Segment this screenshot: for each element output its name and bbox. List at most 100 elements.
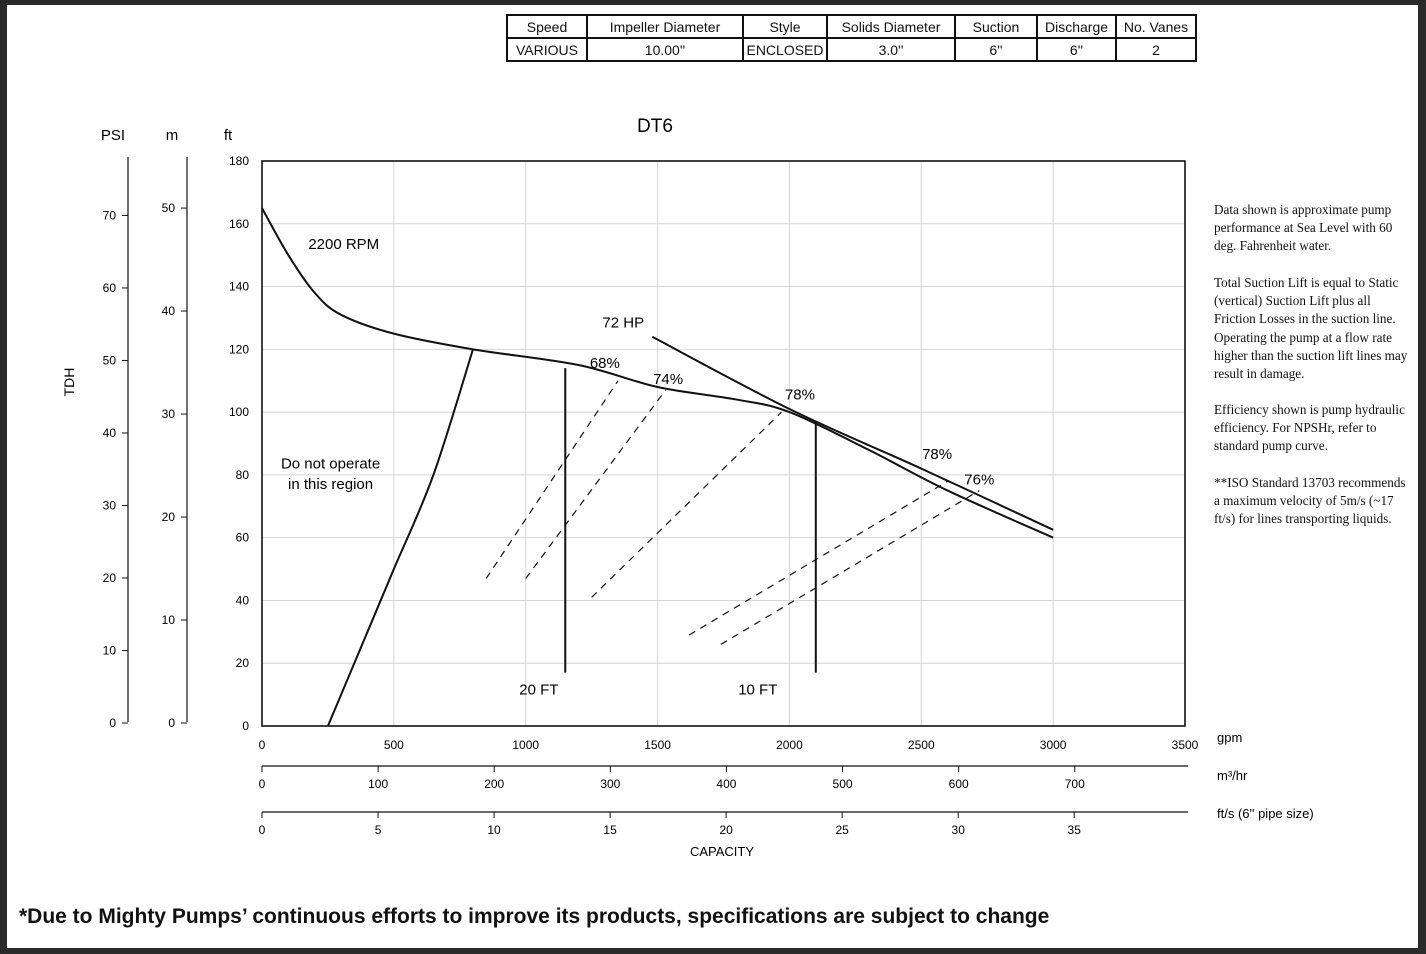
secondary-x-tick-label: 0 [259,823,266,837]
spec-header-row: Speed Impeller Diameter Style Solids Dia… [506,14,1197,39]
secondary-y-tick-label: 10 [103,643,117,657]
chart-title: DT6 [637,116,673,137]
m3hr-axis-unit: m³/hr [1217,768,1248,783]
secondary-x-tick-label: 600 [949,777,969,791]
secondary-x-tick-label: 300 [600,777,620,791]
secondary-y-tick-label: 30 [103,498,117,512]
secondary-y-tick-label: 40 [103,426,117,440]
annotation-78-: 78% [785,387,815,404]
spec-value-suction: 6'' [954,37,1038,62]
series-78- [688,480,948,636]
secondary-x-tick-label: 10 [487,823,501,837]
annotations-group: 2200 RPM 72 HP 68% 74% 78% 78% 76% 20 FT 10 FT Do… [281,236,994,699]
annotation-74-: 74% [653,371,683,388]
secondary-x-tick-label: 35 [1068,823,1082,837]
secondary-y-tick-label: 20 [162,510,176,524]
y-tick-label-ft: 100 [229,405,249,419]
series-76- [720,490,980,645]
spec-header-vanes: No. Vanes [1115,14,1197,39]
secondary-y-tick-label: 30 [162,407,176,421]
series-74- [525,389,666,579]
note-suction-lift: Total Suction Lift is equal to Static (v… [1214,275,1408,382]
x-tick-label-gpm: 3000 [1040,738,1067,752]
secondary-x-tick-label: 700 [1065,777,1085,791]
x-tick-label-gpm: 3500 [1172,738,1199,752]
secondary-y-tick-label: 60 [103,281,117,295]
annotation-2200-rpm: 2200 RPM [308,236,379,253]
spec-header-style: Style [742,14,828,39]
y-tick-label-ft: 120 [229,342,249,356]
secondary-x-tick-label: 400 [716,777,736,791]
y-axis-label: TDH [61,368,77,397]
secondary-y-tick-label: 50 [103,353,117,367]
spec-value-impeller: 10.00'' [586,37,744,62]
y-tick-label-ft: 60 [236,531,250,545]
m-axis-title: m [166,127,179,144]
series-72-hp [651,335,1054,531]
fts-axis-unit: ft/s (6'' pipe size) [1217,806,1314,821]
secondary-x-tick-label: 30 [952,823,966,837]
spec-value-style: ENCLOSED [742,37,828,62]
x-tick-label-gpm: 1500 [644,738,671,752]
series-68- [485,380,619,579]
x-tick-label-gpm: 500 [384,738,404,752]
spec-header-impeller: Impeller Diameter [586,14,744,39]
annotation-10-ft: 10 FT [738,682,777,699]
secondary-y-tick-label: 70 [103,208,117,222]
secondary-x-tick-label: 5 [375,823,382,837]
secondary-y-tick-label: 50 [162,201,176,215]
spec-table: Speed Impeller Diameter Style Solids Dia… [506,14,1197,62]
spec-value-discharge: 6'' [1036,37,1117,62]
spec-value-speed: VARIOUS [506,37,588,62]
y-tick-label-ft: 20 [236,656,250,670]
y-tick-label-ft: 140 [229,280,249,294]
secondary-y-tick-label: 40 [162,304,176,318]
spec-value-solids: 3.0'' [826,37,956,62]
annotation-68-: 68% [590,355,620,372]
annotation-72-hp: 72 HP [602,314,644,331]
x-tick-label-gpm: 2000 [776,738,803,752]
series-2200-rpm [261,207,1054,539]
secondary-x-tick-label: 25 [835,823,849,837]
annotation-do-not-operate: Do not operate [281,456,380,473]
note-conditions: Data shown is approximate pump performan… [1214,202,1393,254]
secondary-y-tick-label: 0 [109,716,116,730]
x-tick-label-gpm: 2500 [908,738,935,752]
spec-value-row: VARIOUS 10.00'' ENCLOSED 3.0'' 6'' 6'' 2 [506,37,1197,62]
series-do-not-operate-boundary [327,349,474,727]
footer-disclaimer: *Due to Mighty Pumps’ continuous efforts… [19,905,1050,928]
y-tick-label-ft: 180 [229,154,249,168]
spec-value-vanes: 2 [1115,37,1197,62]
x-tick-label-gpm: 0 [259,738,266,752]
y-tick-label-ft: 40 [236,593,250,607]
grid [261,160,1186,727]
secondary-y-tick-label: 20 [103,571,117,585]
axes: 0 500 1000 1500 2000 2500 3000 3500020406080100… [103,154,1199,837]
secondary-x-tick-label: 20 [719,823,733,837]
annotation-in-this-region: in this region [288,476,373,493]
y-tick-label-ft: 0 [242,719,249,733]
series-78- [591,411,782,598]
ft-axis-title: ft [224,127,233,144]
secondary-y-tick-label: 0 [168,716,175,730]
secondary-x-tick-label: 100 [368,777,388,791]
secondary-x-tick-label: 200 [484,777,504,791]
note-efficiency: Efficiency shown is pump hydraulic effic… [1214,402,1405,454]
plot-area-border [261,160,1186,727]
secondary-x-tick-label: 0 [259,777,266,791]
series-group [261,207,1054,727]
psi-axis-title: PSI [101,127,125,144]
secondary-x-tick-label: 500 [833,777,853,791]
annotation-78-: 78% [922,446,952,463]
annotation-20-ft: 20 FT [519,682,558,699]
y-tick-label-ft: 160 [229,217,249,231]
annotation-76-: 76% [964,471,994,488]
x-tick-label-gpm: 1000 [512,738,539,752]
gpm-axis-unit: gpm [1217,730,1242,745]
secondary-y-tick-label: 10 [162,613,176,627]
y-tick-label-ft: 80 [236,468,250,482]
x-axis-label: CAPACITY [690,844,754,859]
note-iso-standard: **ISO Standard 13703 recommends a maximu… [1214,475,1406,527]
